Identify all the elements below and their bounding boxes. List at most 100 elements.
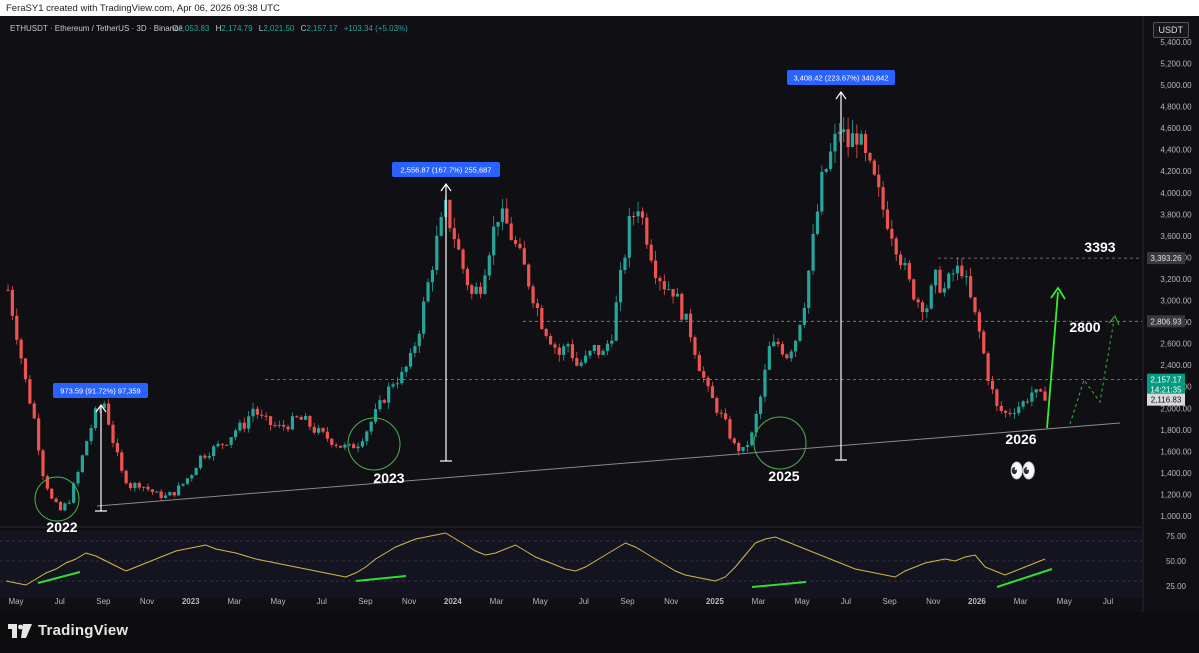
candle-body <box>67 502 71 504</box>
tradingview-logo-icon <box>8 623 32 638</box>
time-tick-label: Nov <box>664 597 678 606</box>
candle-body <box>120 452 124 471</box>
candle-body <box>181 483 185 486</box>
candle-body <box>741 447 745 452</box>
candle-body <box>575 358 579 366</box>
candle-body <box>325 431 330 439</box>
open-value: 2,053.83 <box>178 24 210 33</box>
candle-body <box>32 403 36 419</box>
candle-body <box>1034 389 1038 393</box>
time-tick-label: Sep <box>620 597 635 606</box>
candle-body <box>566 344 570 347</box>
rsi-tick-label: 25.00 <box>1166 582 1187 591</box>
candle-body <box>658 278 662 282</box>
candle-body <box>824 168 828 172</box>
candle-body <box>934 269 938 286</box>
candle-body <box>929 285 933 309</box>
candle-body <box>163 495 168 499</box>
candle-body <box>212 446 216 457</box>
candle-body <box>54 498 58 503</box>
candle-body <box>387 386 391 403</box>
candle-body <box>1008 412 1012 414</box>
candle-body <box>98 408 102 410</box>
candle-body <box>592 345 596 351</box>
currency-badge[interactable]: USDT <box>1152 22 1189 38</box>
candle-body <box>177 485 181 496</box>
candle-body <box>785 354 789 359</box>
candle-body <box>990 380 995 390</box>
candle-body <box>544 328 548 336</box>
candle-body <box>321 428 325 432</box>
close-label: C <box>301 24 307 33</box>
candle-body <box>194 468 198 476</box>
candle-body <box>671 288 675 297</box>
tradingview-logo-text: TradingView <box>38 622 129 639</box>
candle-body <box>597 345 601 355</box>
candle-body <box>750 432 754 446</box>
rsi-line <box>5 532 1046 586</box>
time-tick-label: Nov <box>402 597 416 606</box>
year-label: 2026 <box>1005 431 1036 447</box>
price-tick-label: 3,600.00 <box>1160 232 1192 241</box>
svg-text:O2,053.83 H2,174.79: O2,053.83 H2,174.79 L2,021.50 C2,157.17 … <box>172 24 408 33</box>
candle-body <box>426 282 430 302</box>
candle-body <box>715 398 719 413</box>
time-tick-label: May <box>1057 597 1072 606</box>
tradingview-logo[interactable]: TradingView <box>8 622 128 639</box>
candle-body <box>807 270 811 308</box>
level-badge-2116-bg <box>1147 393 1185 406</box>
candle-body <box>623 257 627 270</box>
candle-body <box>894 238 898 255</box>
price-tick-label: 4,600.00 <box>1160 124 1192 133</box>
time-tick-label: May <box>795 597 810 606</box>
candle-body <box>986 353 990 381</box>
candle-body <box>960 265 964 277</box>
candle-body <box>842 129 846 133</box>
level-badge-3393: 3,393.26 <box>1150 254 1182 263</box>
candle-body <box>667 288 671 290</box>
price-tick-label: 5,200.00 <box>1160 59 1192 68</box>
candle-body <box>273 425 277 427</box>
chart-area[interactable]: 973.59 (91.72%) 97,359 2,556.87 (167.7%) … <box>0 16 1199 612</box>
candle-body <box>557 347 561 355</box>
candle-body <box>640 211 645 218</box>
candle-body <box>483 275 487 294</box>
candle-body <box>899 254 903 266</box>
candle-body <box>461 249 465 269</box>
candle-body <box>155 491 159 493</box>
support-trendline <box>96 422 1121 507</box>
open-label: O <box>172 24 178 33</box>
candle-body <box>373 409 378 422</box>
time-tick-label: Jul <box>317 597 327 606</box>
candle-body <box>548 335 553 345</box>
projection-arrow <box>1046 291 1059 429</box>
candle-body <box>76 472 80 484</box>
candle-body <box>1004 410 1008 413</box>
price-tick-label: 5,000.00 <box>1160 81 1192 90</box>
candle-body <box>780 344 785 355</box>
candle-body <box>610 340 614 344</box>
candle-body <box>964 276 968 278</box>
year-label: 2025 <box>768 468 799 484</box>
candle-body <box>308 415 312 427</box>
candle-body <box>697 354 701 372</box>
candle-body <box>793 340 798 352</box>
candle-body <box>925 308 929 313</box>
candle-body <box>789 351 793 359</box>
candle-body <box>23 358 28 380</box>
candle-body <box>369 421 373 432</box>
price-tick-label: 3,000.00 <box>1160 297 1192 306</box>
symbol-title: ETHUSDT · Ethereum / TetherUS · 3D · Bin… <box>10 24 183 33</box>
candle-body <box>605 343 610 351</box>
candle-body <box>680 293 684 320</box>
candle-body <box>527 264 531 287</box>
low-circle <box>34 476 80 522</box>
price-tick-label: 4,400.00 <box>1160 146 1192 155</box>
candle-body <box>531 286 535 304</box>
candle-body <box>286 426 290 430</box>
chart-svg[interactable]: 973.59 (91.72%) 97,359 2,556.87 (167.7%) … <box>0 16 1199 612</box>
rsi-divergence-line <box>355 575 407 582</box>
candle-body <box>330 438 334 445</box>
candle-body <box>352 444 356 449</box>
candle-body <box>828 151 833 169</box>
